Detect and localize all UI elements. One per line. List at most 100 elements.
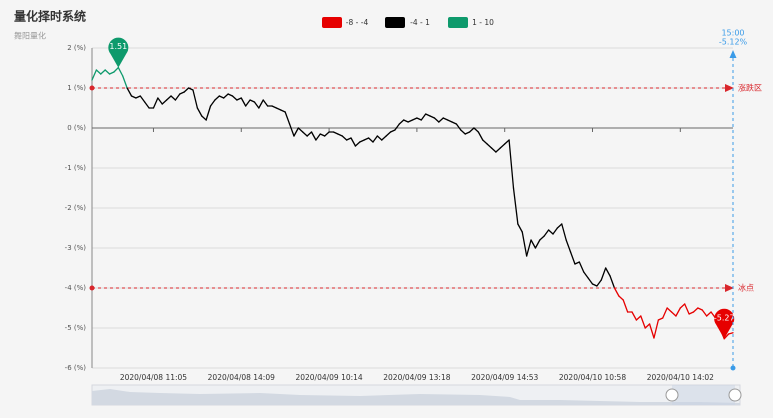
line-segment — [367, 137, 374, 143]
pointer-value: -5.12% — [719, 38, 748, 47]
zoom-window[interactable] — [672, 385, 735, 405]
line-segment — [310, 131, 317, 141]
line-segment — [613, 287, 620, 297]
legend-label[interactable]: 1 - 10 — [472, 18, 494, 27]
line-segment — [297, 127, 304, 133]
line-segment — [249, 99, 256, 103]
line-segment — [288, 123, 295, 137]
line-segment — [157, 97, 163, 105]
legend-swatch[interactable] — [448, 17, 468, 28]
line-segment — [385, 131, 392, 137]
line-segment — [591, 283, 598, 287]
zoom-handle[interactable] — [665, 388, 679, 402]
line-segment — [205, 105, 212, 121]
line-segment — [306, 131, 313, 137]
line-segment — [675, 307, 681, 317]
line-segment — [556, 223, 563, 229]
pin-marker — [108, 37, 129, 68]
line-segment — [319, 133, 326, 137]
line-segment — [727, 332, 734, 335]
line-segment — [394, 123, 400, 131]
line-segment — [359, 139, 365, 143]
pointer-dot — [730, 365, 736, 371]
zoom-handle[interactable] — [728, 388, 742, 402]
line-segment — [460, 129, 466, 135]
line-segment — [574, 261, 580, 265]
line-segment — [139, 95, 146, 103]
zoom-preview — [92, 389, 740, 405]
line-segment — [275, 107, 282, 111]
line-segment — [442, 117, 449, 121]
x-tick-label: 2020/04/10 14:02 — [647, 373, 714, 382]
line-segment — [692, 307, 699, 313]
x-tick-label: 2020/04/10 10:58 — [559, 373, 626, 382]
line-segment — [104, 69, 111, 75]
line-segment — [354, 141, 361, 147]
line-segment — [486, 143, 493, 149]
x-tick-label: 2020/04/09 10:14 — [295, 373, 362, 382]
line-segment — [179, 91, 185, 95]
line-segment — [653, 319, 660, 339]
line-segment — [420, 113, 427, 121]
y-tick-label: -5 (%) — [65, 324, 87, 332]
line-segment — [648, 323, 655, 339]
line-segment — [499, 143, 506, 149]
mark-line-arrow — [725, 84, 734, 92]
line-segment — [547, 229, 554, 235]
line-segment — [231, 95, 238, 101]
line-segment — [477, 131, 484, 141]
line-segment — [618, 295, 624, 301]
line-segment — [600, 267, 607, 281]
line-segment — [526, 239, 532, 257]
line-segment — [214, 95, 220, 101]
line-segment — [684, 303, 690, 315]
line-segment — [126, 87, 133, 97]
legend-swatch[interactable] — [322, 17, 342, 28]
x-tick-label: 2020/04/09 14:53 — [471, 373, 538, 382]
line-segment — [473, 127, 480, 133]
chart-title: 量化择时系统 — [14, 9, 86, 24]
line-segment — [302, 131, 308, 137]
line-segment — [196, 107, 203, 117]
line-segment — [144, 101, 150, 109]
line-segment — [543, 229, 550, 237]
line-segment — [508, 139, 515, 189]
legend-label[interactable]: -4 - 1 — [410, 18, 430, 27]
line-segment — [640, 315, 646, 329]
line-segment — [183, 87, 190, 93]
x-tick-label: 2020/04/09 13:18 — [383, 373, 450, 382]
line-segment — [280, 109, 286, 113]
line-segment — [530, 239, 537, 249]
pointer-category: 15:00 — [721, 29, 744, 38]
line-segment — [662, 307, 668, 319]
legend-swatch[interactable] — [385, 17, 405, 28]
line-segment — [161, 99, 168, 105]
line-segment — [490, 147, 497, 153]
y-tick-label: 1 (%) — [67, 84, 86, 92]
data-zoom[interactable] — [91, 384, 742, 406]
line-segment — [389, 129, 396, 133]
line-segment — [271, 105, 278, 109]
x-tick-label: 2020/04/08 14:09 — [208, 373, 275, 382]
line-segment — [583, 271, 589, 279]
line-segment — [152, 97, 159, 109]
line-segment — [284, 111, 291, 125]
line-segment — [622, 299, 629, 313]
line-segment — [324, 131, 330, 137]
line-segment — [165, 95, 172, 101]
line-segment — [337, 133, 343, 137]
line-segment — [113, 66, 119, 73]
line-segment — [262, 99, 269, 107]
y-tick-label: -1 (%) — [65, 164, 87, 172]
legend-label[interactable]: -8 - -4 — [346, 18, 369, 27]
mark-line-start — [89, 285, 95, 291]
line-segment — [679, 303, 686, 309]
line-segment — [381, 135, 387, 141]
line-segment — [657, 317, 664, 321]
line-segment — [416, 117, 422, 121]
y-tick-label: -3 (%) — [65, 244, 87, 252]
line-segment — [201, 115, 207, 121]
line-segment — [223, 93, 229, 99]
line-segment — [596, 279, 602, 287]
line-segment — [135, 95, 141, 99]
